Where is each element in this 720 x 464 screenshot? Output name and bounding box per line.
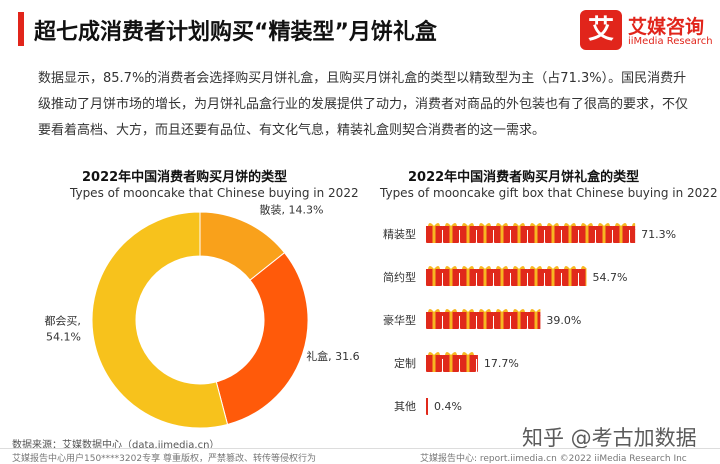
pie-label-2: 都会买, 54.1% (44, 315, 81, 344)
brand-logo: 艾 艾媒咨询 iiMedia Research (580, 10, 713, 54)
bar-value-label: 17.7% (484, 357, 519, 370)
footer-right-text: 艾媒报告中心: report.iimedia.cn ©2022 iiMedia … (420, 454, 687, 464)
horizontal-bar-chart: 精装型 71.3% 简约型 54.7% 豪华型 39.0% 定制 17.7% 其他 0.4% (383, 223, 676, 415)
bar-chart-title: 2022年中国消费者购买月饼礼盒的类型 (408, 170, 640, 185)
bar-category-label: 精装型 (383, 227, 416, 241)
bar-value-label: 54.7% (592, 271, 627, 284)
logo-cn-text: 艾媒咨询 (628, 16, 705, 38)
intro-paragraph: 数据显示，85.7%的消费者会选择购买月饼礼盒，且购买月饼礼盒的类型以精致型为主… (38, 71, 689, 138)
donut-chart: 散装, 14.3% 礼盒, 31.6% 都会买,54.1% (44, 202, 360, 429)
pie-slice-1 (215, 252, 309, 426)
bar-category-label: 定制 (394, 356, 416, 370)
logo-en-text: iiMedia Research (628, 36, 713, 47)
bar-value-label: 71.3% (641, 228, 676, 241)
bar-4 (426, 398, 428, 415)
bar-category-label: 简约型 (383, 270, 416, 284)
bar-2 (426, 309, 541, 329)
page-title: 超七成消费者计划购买“精装型”月饼礼盒 (34, 20, 437, 45)
bar-value-label: 0.4% (434, 400, 462, 413)
bar-value-label: 39.0% (546, 314, 581, 327)
bar-chart-subtitle: Types of mooncake gift box that Chinese … (380, 186, 718, 200)
bar-3 (426, 352, 478, 372)
pie-slice-2 (91, 211, 229, 429)
pie-label-1: 礼盒, 31.6% (306, 349, 360, 363)
watermark: 知乎 @考古加数据 (522, 426, 697, 450)
bar-category-label: 其他 (394, 400, 416, 413)
footer-left-text: 艾媒报告中心用户150****3202专享 尊重版权，严禁篡改、转传等侵权行为 (12, 454, 316, 464)
bar-1 (426, 266, 587, 286)
title-accent-bar (18, 12, 24, 46)
footer-divider (0, 448, 720, 449)
bar-0 (426, 223, 636, 243)
pie-chart-title: 2022年中国消费者购买月饼的类型 (82, 170, 288, 185)
bar-category-label: 豪华型 (383, 313, 416, 327)
logo-mark-icon: 艾 (580, 10, 622, 50)
pie-chart-subtitle: Types of mooncake that Chinese buying in… (70, 186, 359, 200)
data-source: 数据来源：艾媒数据中心（data.iimedia.cn） (12, 440, 220, 451)
pie-label-0: 散装, 14.3% (260, 202, 324, 216)
